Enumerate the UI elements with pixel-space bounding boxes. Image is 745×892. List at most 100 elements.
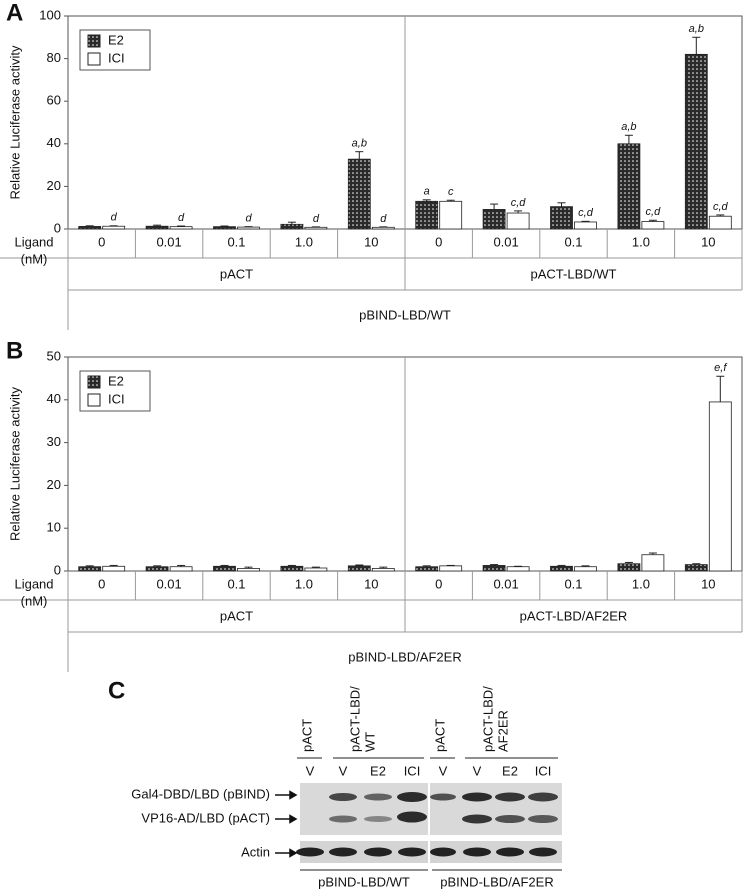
y-tick-label: 80	[47, 50, 61, 65]
bar	[145, 225, 169, 230]
y-tick-label: 40	[47, 135, 61, 150]
bar	[78, 566, 102, 572]
x-tick-label: 10	[701, 576, 715, 591]
error-bar	[716, 375, 725, 402]
column-header: AF2ER	[495, 710, 510, 752]
bar	[708, 401, 732, 572]
y-axis-label: Relative Luciferase activity	[7, 387, 22, 541]
x-tick-label: 1.0	[632, 576, 650, 591]
bar	[237, 568, 260, 572]
column-header: WT	[362, 732, 377, 752]
error-bar	[287, 221, 296, 225]
error-bar	[244, 566, 253, 569]
error-bar	[490, 564, 499, 566]
x-axis-label: (nM)	[21, 593, 48, 608]
error-bar	[177, 564, 186, 567]
panel-label: B	[6, 337, 23, 364]
arrows	[275, 790, 298, 858]
x-tick-label: 10	[364, 234, 378, 249]
lane-label: V	[306, 763, 315, 778]
row-label: VP16-AD/LBD (pACT)	[141, 810, 270, 825]
column-header: pACT-LBD/	[347, 686, 362, 752]
annotation: e,f	[714, 362, 727, 374]
bar	[371, 226, 395, 230]
y-tick-label: 10	[47, 520, 61, 535]
legend-swatch	[87, 52, 101, 66]
x-tick-label: 0	[98, 576, 105, 591]
column-header: pACT-LBD/	[480, 686, 495, 752]
group-label: pACT	[220, 266, 253, 281]
error-bar	[557, 564, 566, 567]
annotation: d	[111, 212, 118, 224]
row-label: Actin	[241, 844, 270, 859]
legend-label: E2	[108, 373, 124, 388]
x-tick-label: 10	[701, 234, 715, 249]
lane-label: ICI	[404, 763, 421, 778]
error-bar	[581, 565, 590, 567]
annotation: a,b	[689, 23, 704, 35]
blot	[300, 783, 562, 835]
outer-label: pBIND-LBD/AF2ER	[348, 649, 461, 664]
error-bar	[422, 565, 431, 567]
column-header: pACT	[299, 719, 314, 752]
error-bar	[514, 210, 523, 214]
bar	[550, 565, 573, 572]
x-tick-label: 0	[98, 234, 105, 249]
error-bar	[557, 202, 566, 207]
column-header: pACT	[432, 719, 447, 752]
legend-swatch	[87, 393, 101, 407]
x-tick-label: 0.01	[156, 576, 181, 591]
group-label: pBIND-LBD/AF2ER	[440, 874, 553, 889]
error-bar	[85, 225, 94, 227]
error-bar	[355, 151, 364, 160]
error-bar	[446, 199, 455, 202]
bar	[684, 564, 708, 572]
x-tick-label: 1.0	[632, 234, 650, 249]
error-bar	[581, 220, 590, 222]
bar	[574, 221, 597, 230]
x-tick-label: 10	[364, 576, 378, 591]
annotation: c,d	[646, 206, 662, 218]
annotation: d	[245, 213, 252, 225]
x-axis-label: (nM)	[21, 251, 48, 266]
error-bar	[287, 564, 296, 567]
x-tick-label: 0.1	[564, 234, 582, 249]
y-tick-label: 0	[54, 220, 61, 235]
annotation: c,d	[511, 197, 527, 209]
y-tick-label: 30	[47, 434, 61, 449]
bar	[102, 565, 126, 572]
error-bar	[177, 225, 186, 227]
error-bar	[422, 199, 431, 202]
error-bar	[624, 134, 633, 144]
legend-swatch	[87, 34, 101, 48]
bar	[684, 53, 708, 230]
bar	[237, 226, 260, 230]
bar	[617, 563, 641, 572]
bar	[415, 200, 439, 230]
annotation: a	[424, 186, 430, 198]
bar	[347, 158, 371, 230]
error-bar	[379, 566, 388, 569]
y-tick-label: 20	[47, 178, 61, 193]
y-tick-label: 100	[39, 7, 61, 22]
error-bar	[692, 563, 701, 565]
lane-label: V	[339, 763, 348, 778]
x-tick-label: 1.0	[295, 234, 313, 249]
group-label: pACT-LBD/AF2ER	[520, 608, 628, 623]
x-tick-label: 0.01	[493, 576, 518, 591]
legend-label: ICI	[108, 50, 125, 65]
bar	[78, 226, 102, 230]
x-tick-label: 1.0	[295, 576, 313, 591]
bar	[415, 566, 439, 572]
error-bar	[153, 224, 162, 227]
bar	[506, 566, 530, 572]
y-tick-label: 0	[54, 562, 61, 577]
bar	[439, 200, 463, 230]
annotation: d	[178, 212, 185, 224]
error-bar	[692, 36, 701, 55]
error-bar	[220, 564, 229, 567]
outer-label: pBIND-LBD/WT	[359, 307, 451, 322]
error-bar	[153, 565, 162, 567]
bar	[708, 215, 732, 230]
error-bar	[109, 564, 118, 567]
